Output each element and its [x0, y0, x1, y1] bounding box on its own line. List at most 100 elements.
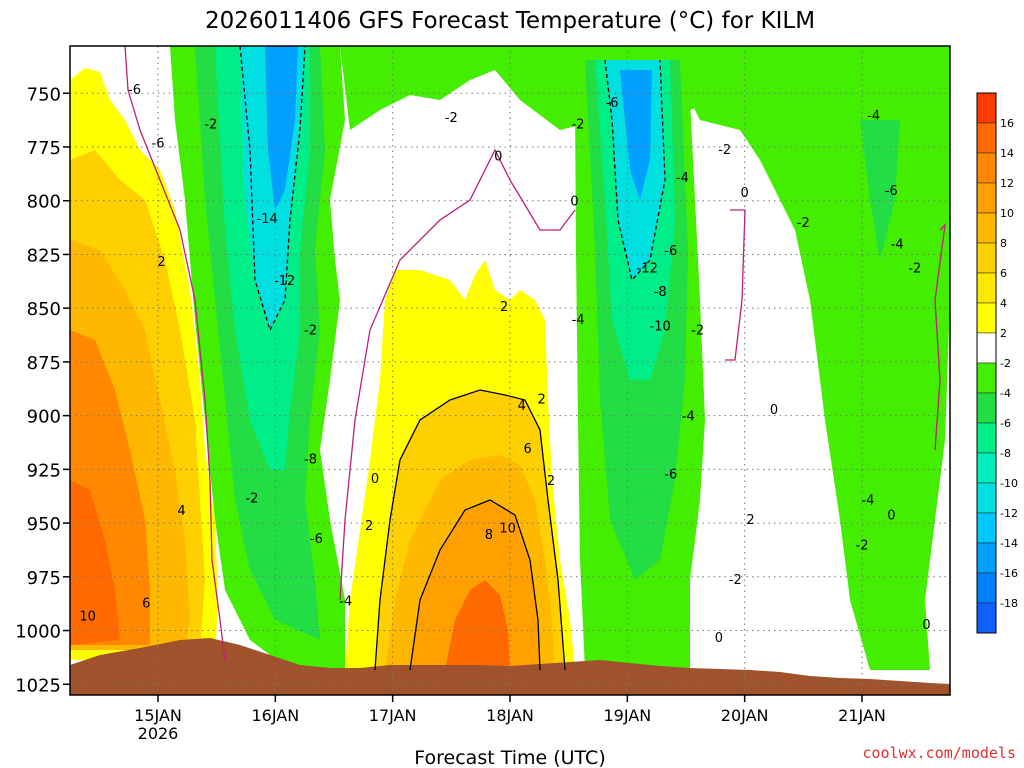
contour-label: 2 [500, 300, 508, 315]
y-axis: 750 775 800 825 850 875 900 925 950 975 1000 1025 [15, 84, 70, 696]
colorbar-label: 6 [1000, 267, 1007, 280]
contour-label: 10 [499, 521, 516, 536]
ground-surface [70, 638, 950, 695]
watermark: coolwx.com/models [862, 744, 1016, 762]
colorbar-swatch [976, 302, 997, 334]
contour-label: -6 [606, 96, 619, 111]
contour-label: -4 [572, 313, 585, 328]
contour-label: -10 [650, 319, 671, 334]
colorbar-swatch [976, 152, 997, 184]
contour-label: -4 [676, 171, 689, 186]
colorbar-swatch [976, 542, 997, 574]
contour-label: 6 [142, 597, 150, 612]
colorbar-swatch [976, 362, 997, 394]
colorbar-label: -2 [1000, 357, 1011, 370]
colorbar: 16 14 12 10 8 6 4 2 -2 -4 -6 -8 -10 -12 -14 -16 -18 [976, 92, 1018, 634]
colorbar-frame [976, 92, 997, 634]
contour-label: -2 [856, 539, 869, 554]
cold-region-east-5 [620, 70, 652, 200]
y-tick-label: 825 [27, 245, 61, 266]
contour-label: 0 [494, 150, 502, 165]
contour-label: 0 [741, 186, 749, 201]
contour-label: 2 [538, 392, 546, 407]
colorbar-label: -4 [1000, 387, 1011, 400]
colorbar-swatch [976, 92, 997, 124]
colorbar-label: -14 [1000, 537, 1018, 550]
x-tick-sublabel: 2026 [138, 724, 179, 743]
colorbar-swatch [976, 272, 997, 304]
colorbar-swatch [976, 122, 997, 154]
warm-contour-2 [374, 389, 566, 671]
y-tick-label: 1025 [15, 675, 61, 696]
contour-label: -6 [128, 83, 141, 98]
contour-label: 0 [948, 212, 956, 227]
cold-region-far-east-2 [860, 120, 900, 260]
colorbar-label: 16 [1000, 117, 1014, 130]
contour-label: 4 [177, 504, 185, 519]
contour-label: -12 [274, 274, 295, 289]
warm-region-east-5 [445, 580, 510, 670]
y-tick-label: 775 [27, 138, 61, 159]
x-axis-label: Forecast Time (UTC) [414, 747, 605, 768]
contour-label: 2 [157, 255, 165, 270]
colorbar-swatch [976, 452, 997, 484]
zero-contour-west [124, 46, 226, 661]
colorbar-label: 8 [1000, 237, 1007, 250]
colorbar-swatch [976, 182, 997, 214]
contour-label: -2 [245, 491, 258, 506]
contour-label: -2 [797, 216, 810, 231]
y-tick-label: 900 [27, 407, 61, 428]
contour-label: -6 [152, 137, 165, 152]
cold-contour-dashed [239, 46, 306, 332]
plot-grid [70, 46, 950, 695]
contour-label: -6 [664, 244, 677, 259]
zero-contour-east [725, 209, 746, 361]
zero-contour-far-east [934, 223, 946, 451]
colorbar-swatch [976, 482, 997, 514]
colorbar-swatch [976, 512, 997, 544]
y-tick-label: 750 [27, 84, 61, 105]
contour-label: -6 [310, 532, 323, 547]
contour-label: 2 [365, 519, 373, 534]
x-tick-label: 16JAN [251, 706, 299, 725]
zero-contour-mid [339, 148, 576, 601]
contour-label: -2 [691, 324, 704, 339]
colorbar-swatch [976, 392, 997, 424]
chart-title: 2026011406 GFS Forecast Temperature (°C)… [205, 8, 815, 34]
contour-label: 0 [715, 631, 723, 646]
contour-label: -2 [718, 143, 731, 158]
contour-label: -2 [572, 117, 585, 132]
contour-label: 0 [371, 472, 379, 487]
contour-label: -12 [637, 261, 658, 276]
cold-region-far-east [690, 100, 950, 670]
colorbar-label: 4 [1000, 297, 1007, 310]
colorbar-swatch [976, 212, 997, 244]
y-tick-label: 800 [27, 192, 61, 213]
colorbar-swatch [976, 332, 997, 364]
colorbar-label: -10 [1000, 477, 1018, 490]
colorbar-label: 2 [1000, 327, 1007, 340]
colorbar-label: 10 [1000, 207, 1014, 220]
contour-label: -2 [304, 324, 317, 339]
y-tick-label: 1000 [15, 622, 61, 643]
contour-label: -4 [867, 109, 880, 124]
contour-label: -4 [682, 410, 695, 425]
contour-label: -2 [445, 111, 458, 126]
contour-label: 2 [547, 474, 555, 489]
contour-label: 4 [518, 399, 526, 414]
contour-label: -2 [908, 261, 921, 276]
x-tick-label: 20JAN [721, 706, 769, 725]
y-tick-label: 925 [27, 460, 61, 481]
colorbar-swatch [976, 572, 997, 604]
contour-label: -2 [729, 573, 742, 588]
contour-label: -4 [891, 238, 904, 253]
contour-label: 8 [485, 528, 493, 543]
colorbar-swatch [976, 602, 997, 634]
y-tick-label: 850 [27, 299, 61, 320]
cold-region-central-5 [265, 46, 298, 210]
contour-label: 0 [922, 618, 930, 633]
y-tick-label: 975 [27, 568, 61, 589]
colorbar-swatch [976, 422, 997, 454]
